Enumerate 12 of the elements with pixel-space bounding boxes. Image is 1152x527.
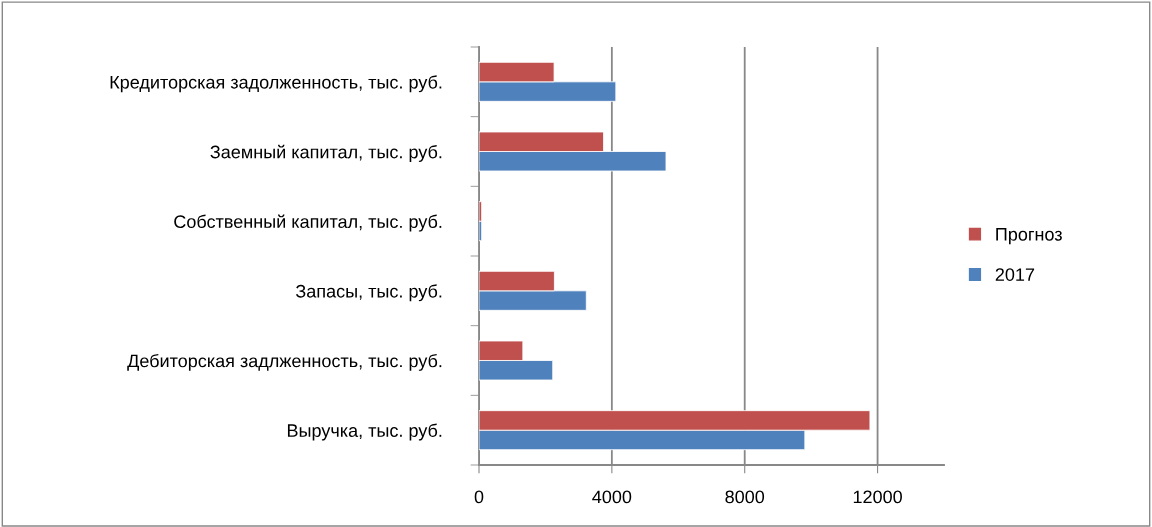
x-tick-label: 0	[474, 490, 484, 504]
x-tick-label: 8000	[725, 490, 765, 504]
legend-label: Прогноз	[996, 228, 1062, 245]
x-tick-label: 12000	[853, 490, 902, 504]
y-tick-label: Заемный капитал, тыс. руб.	[210, 144, 442, 162]
y-tick-label: Дебиторская задлженность, тыс. руб.	[127, 353, 442, 371]
y-tick-label: Выручка, тыс. руб.	[287, 423, 442, 441]
y-tick-label: Кредиторская задолженность, тыс. руб.	[110, 75, 442, 93]
y-tick-label: Запасы, тыс. руб.	[295, 284, 442, 302]
x-tick-label: 4000	[592, 490, 632, 504]
y-tick-label: Собственный капитал, тыс. руб.	[174, 214, 442, 232]
legend-label: 2017	[995, 268, 1035, 281]
